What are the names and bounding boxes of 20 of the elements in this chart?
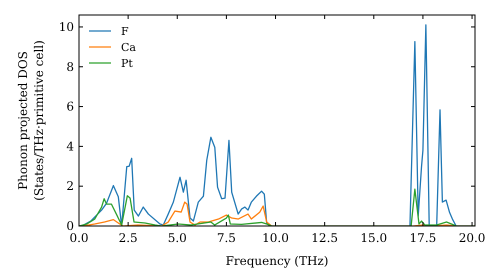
x-tick-label: 10.0 [262, 231, 289, 245]
x-tick-label: 7.5 [216, 231, 236, 245]
y-axis-title: Phonon projected DOS (States/THz·primitive cell) [16, 40, 46, 201]
legend-label: F [121, 25, 129, 38]
legend-label: Pt [121, 57, 134, 70]
x-tick-label: 15.0 [360, 231, 388, 245]
legend-label: Ca [121, 41, 136, 54]
x-tick-label: 17.5 [410, 231, 436, 245]
y-tick-label: 8 [66, 60, 74, 74]
x-tick-label: 20.0 [458, 231, 486, 245]
x-tick-label: 5.0 [168, 231, 187, 245]
y-tick-label: 2 [66, 179, 74, 194]
y-tick-label: 0 [66, 219, 74, 233]
x-tick-label: 2.5 [118, 231, 138, 245]
x-tick-label: 12.5 [311, 231, 338, 245]
y-tick-label: 6 [66, 100, 74, 114]
x-tick-label: 0.0 [69, 231, 89, 245]
y-tick-label: 4 [66, 139, 74, 154]
x-axis-title: Frequency (THz) [226, 254, 328, 268]
y-tick-label: 10 [58, 20, 74, 34]
